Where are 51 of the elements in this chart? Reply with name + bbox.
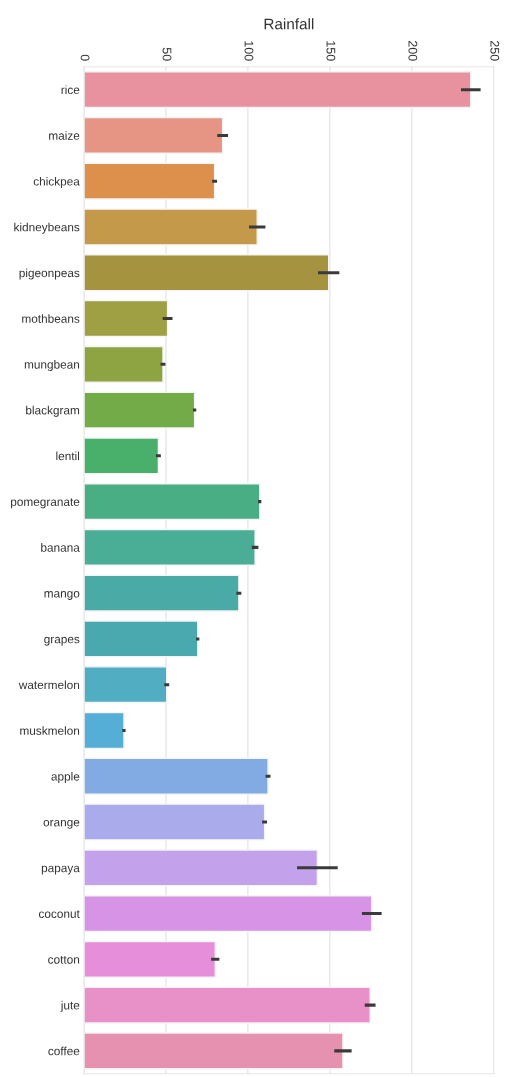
bar bbox=[83, 757, 269, 795]
y-tick-label: pomegranate bbox=[11, 498, 80, 509]
x-tick-label: 50 bbox=[162, 47, 172, 61]
x-tick-label: 200 bbox=[408, 40, 418, 61]
y-tick-label: maize bbox=[49, 131, 80, 140]
y-tick-label: banana bbox=[41, 543, 80, 552]
y-tick-label: mothbeans bbox=[22, 314, 80, 323]
y-tick-label: coffee bbox=[48, 1046, 80, 1056]
bar bbox=[83, 940, 216, 978]
y-tick-label: coconut bbox=[38, 910, 80, 918]
bar bbox=[83, 162, 216, 200]
y-tick-label: kidneybeans bbox=[14, 222, 80, 234]
bar bbox=[83, 299, 169, 338]
bar bbox=[83, 1032, 344, 1070]
y-tick-label: blackgram bbox=[26, 405, 80, 417]
y-tick-label: mango bbox=[44, 591, 80, 600]
bar bbox=[83, 483, 261, 521]
bar bbox=[83, 666, 168, 704]
bar bbox=[83, 711, 125, 750]
bar bbox=[83, 391, 196, 429]
bar bbox=[83, 528, 256, 566]
bar bbox=[83, 116, 224, 154]
y-tick-label: grapes bbox=[44, 636, 80, 646]
y-tick-label: muskmelon bbox=[20, 726, 80, 735]
y-tick-label: chickpea bbox=[33, 176, 80, 188]
bar bbox=[83, 345, 164, 383]
y-tick-label: orange bbox=[43, 819, 80, 829]
x-axis-title: Rainfall bbox=[264, 18, 314, 30]
y-tick-label: pigeonpeas bbox=[19, 268, 80, 280]
bar bbox=[83, 986, 371, 1024]
y-tick-label: jute bbox=[60, 1000, 80, 1012]
x-tick-label: 250 bbox=[490, 40, 500, 61]
x-tick-label: 150 bbox=[326, 41, 336, 61]
bar bbox=[83, 849, 319, 887]
bar bbox=[83, 71, 472, 109]
y-tick-label: papaya bbox=[41, 865, 80, 875]
y-tick-label: rice bbox=[61, 85, 80, 95]
bar bbox=[83, 208, 258, 246]
x-tick-label: 100 bbox=[244, 41, 254, 61]
y-tick-label: lentil bbox=[56, 451, 80, 461]
y-tick-label: mungbean bbox=[24, 360, 80, 372]
bar bbox=[83, 574, 240, 612]
x-tick-label: 0 bbox=[80, 54, 90, 61]
y-tick-label: cotton bbox=[48, 955, 80, 964]
bar bbox=[83, 437, 160, 475]
bar bbox=[83, 895, 373, 933]
y-tick-label: apple bbox=[51, 771, 80, 783]
y-tick-label: watermelon bbox=[18, 680, 80, 690]
bar bbox=[83, 254, 330, 292]
bar bbox=[83, 620, 199, 658]
bar bbox=[83, 803, 266, 841]
